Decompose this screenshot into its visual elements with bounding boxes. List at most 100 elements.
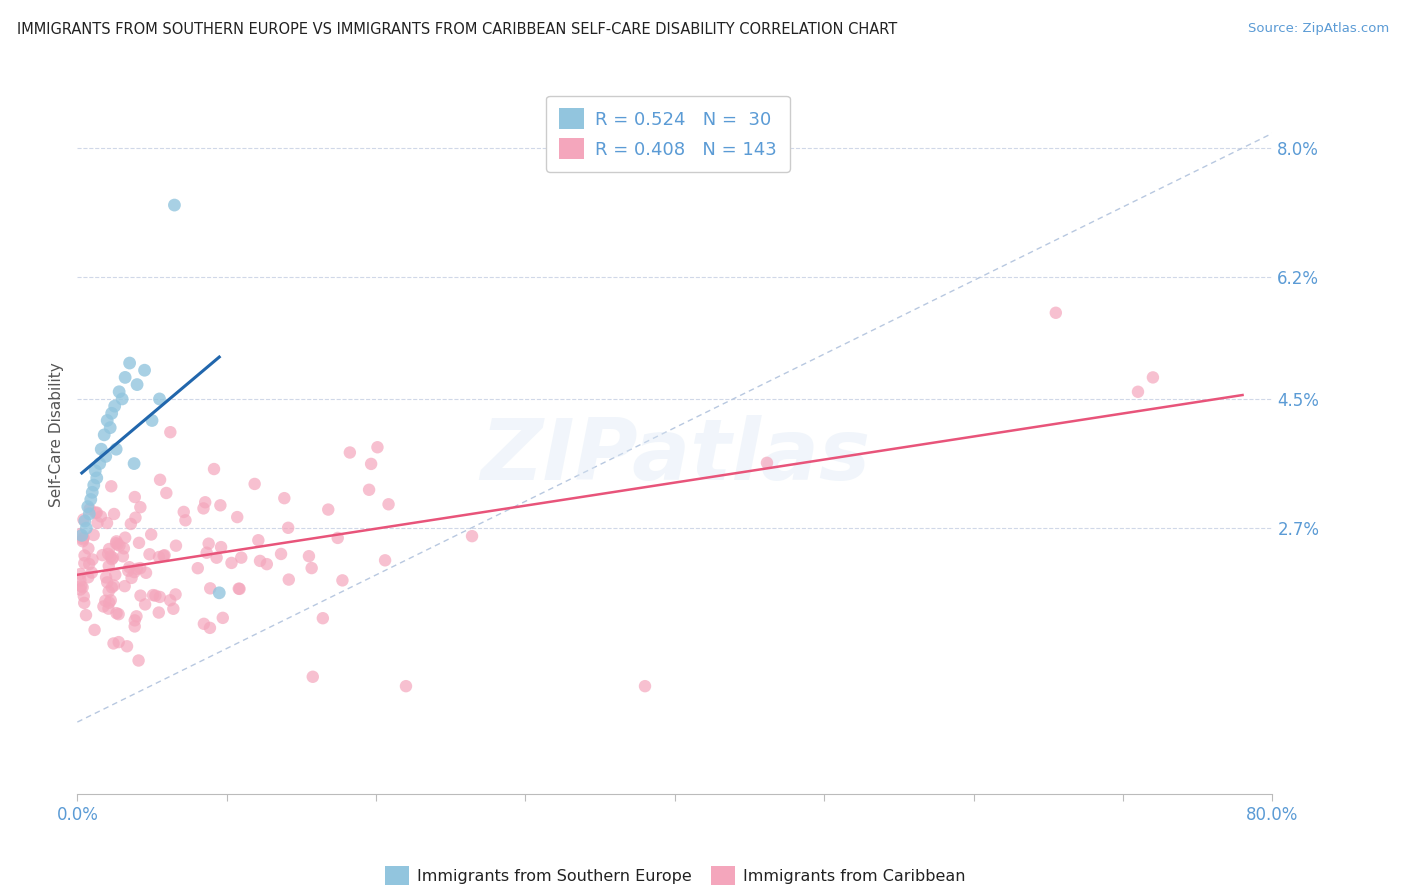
Point: [73, 514, 96, 528]
Point: [72, 531, 94, 545]
Point: [107, 607, 129, 622]
Point: [83, 528, 105, 542]
Point: [86, 506, 108, 520]
Point: [84, 506, 107, 520]
Point: [138, 547, 160, 561]
Point: [97, 558, 120, 573]
Point: [69, 582, 91, 597]
Point: [89, 457, 111, 471]
Point: [90, 509, 112, 524]
Point: [228, 582, 250, 596]
Point: [461, 529, 484, 543]
Point: [125, 609, 148, 624]
Point: [377, 497, 399, 511]
Point: [1126, 384, 1149, 399]
Point: [395, 679, 418, 693]
Point: [94, 570, 117, 584]
Point: [70, 579, 93, 593]
Point: [124, 510, 146, 524]
Point: [125, 562, 148, 576]
Point: [90, 442, 112, 457]
Point: [107, 635, 129, 649]
Point: [173, 505, 195, 519]
Point: [108, 384, 131, 399]
Point: [75, 521, 97, 535]
Point: [195, 546, 218, 560]
Point: [205, 550, 228, 565]
Point: [174, 513, 197, 527]
Point: [108, 539, 131, 553]
Point: [211, 611, 233, 625]
Point: [69, 574, 91, 588]
Point: [103, 636, 125, 650]
Point: [98, 542, 121, 557]
Point: [124, 565, 146, 579]
Point: [129, 500, 152, 515]
Point: [634, 679, 657, 693]
Point: [101, 550, 124, 565]
Point: [72, 534, 94, 549]
Point: [77, 557, 100, 571]
Point: [105, 442, 128, 457]
Point: [105, 534, 128, 549]
Point: [165, 539, 187, 553]
Point: [121, 571, 143, 585]
Point: [115, 640, 138, 654]
Point: [96, 413, 118, 427]
Point: [73, 596, 96, 610]
Point: [83, 478, 105, 492]
Point: [129, 561, 152, 575]
Point: [194, 495, 217, 509]
Point: [149, 590, 172, 604]
Point: [122, 457, 145, 471]
Point: [104, 399, 127, 413]
Point: [301, 561, 323, 575]
Point: [97, 584, 120, 599]
Point: [107, 537, 129, 551]
Point: [163, 198, 186, 212]
Point: [124, 613, 146, 627]
Point: [128, 536, 150, 550]
Point: [100, 479, 122, 493]
Point: [98, 420, 121, 434]
Point: [141, 527, 163, 541]
Point: [1142, 370, 1164, 384]
Point: [82, 552, 104, 566]
Point: [77, 570, 100, 584]
Text: IMMIGRANTS FROM SOUTHERN EUROPE VS IMMIGRANTS FROM CARIBBEAN SELF-CARE DISABILIT: IMMIGRANTS FROM SOUTHERN EUROPE VS IMMIG…: [17, 22, 897, 37]
Point: [93, 427, 115, 442]
Point: [273, 491, 295, 505]
Point: [332, 574, 354, 588]
Point: [97, 601, 120, 615]
Point: [100, 406, 122, 420]
Point: [134, 363, 156, 377]
Point: [84, 464, 107, 478]
Point: [360, 457, 382, 471]
Point: [114, 579, 136, 593]
Point: [145, 589, 167, 603]
Point: [124, 619, 146, 633]
Point: [80, 492, 103, 507]
Point: [111, 549, 134, 564]
Point: [94, 593, 117, 607]
Point: [316, 502, 339, 516]
Point: [247, 533, 270, 548]
Point: [141, 413, 163, 427]
Point: [129, 589, 152, 603]
Point: [127, 377, 149, 392]
Point: [105, 536, 128, 550]
Point: [209, 540, 232, 554]
Point: [187, 561, 209, 575]
Point: [326, 531, 349, 545]
Point: [128, 653, 150, 667]
Point: [69, 527, 91, 541]
Point: [135, 566, 157, 580]
Point: [142, 588, 165, 602]
Point: [134, 598, 156, 612]
Point: [209, 498, 232, 512]
Point: [69, 567, 91, 582]
Point: [277, 573, 299, 587]
Point: [79, 507, 101, 521]
Point: [374, 553, 396, 567]
Point: [165, 587, 187, 601]
